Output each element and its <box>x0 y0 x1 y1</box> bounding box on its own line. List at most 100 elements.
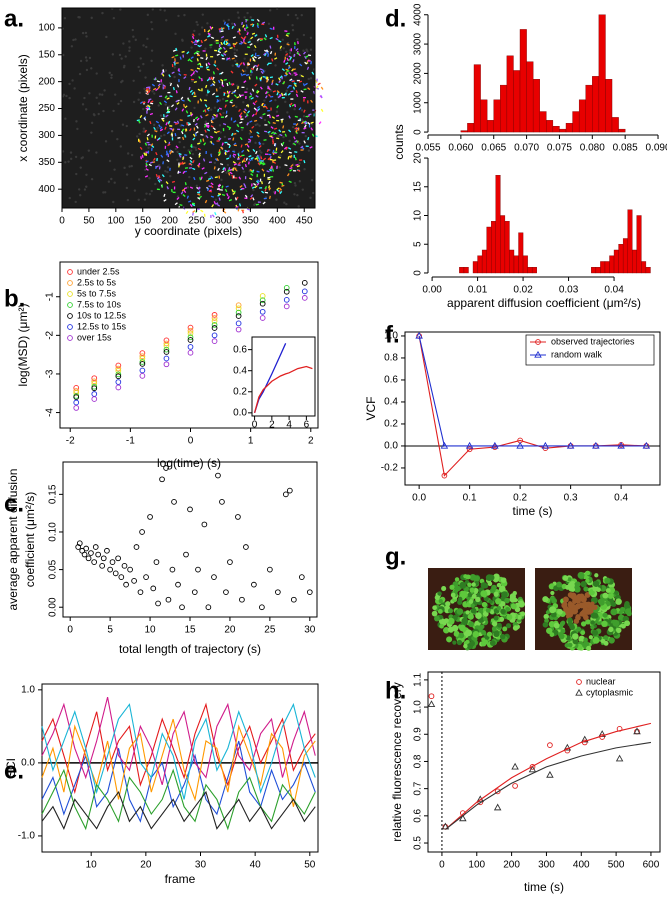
cell <box>542 596 549 603</box>
trajectory-speck <box>143 152 146 156</box>
data-point <box>91 385 98 392</box>
trajectory-speck <box>275 114 280 117</box>
data-point <box>118 574 125 580</box>
trajectory-speck <box>204 199 208 204</box>
trajectory-speck <box>272 161 277 165</box>
x-tick-label: 30 <box>195 860 207 871</box>
trajectory-speck <box>234 54 238 58</box>
y-tick-label: -1 <box>45 292 56 301</box>
data-point <box>187 330 194 337</box>
trajectory-speck <box>231 132 234 137</box>
trajectory-speck <box>276 187 280 191</box>
image-noise <box>78 16 81 19</box>
trajectory-speck <box>149 161 154 164</box>
trajectory-speck <box>256 24 260 29</box>
trajectory-speck <box>211 92 216 96</box>
trajectory-speck <box>320 86 324 90</box>
data-point <box>187 324 194 331</box>
image-noise <box>246 11 249 15</box>
data-point <box>259 300 266 307</box>
image-noise <box>300 118 304 121</box>
trajectory-speck <box>210 154 213 158</box>
trajectory-speck <box>153 126 156 131</box>
trajectory-speck <box>221 193 226 196</box>
trajectory-speck <box>280 150 284 154</box>
image-noise <box>85 68 89 72</box>
trajectory-speck <box>287 156 290 160</box>
trajectory-speck <box>190 56 194 60</box>
image-noise <box>298 162 301 165</box>
trajectory-speck <box>220 54 225 57</box>
image-noise <box>143 87 146 91</box>
trajectory-speck <box>307 121 311 125</box>
trajectory-speck <box>264 34 268 38</box>
y-tick-label: 0.4 <box>233 365 247 376</box>
trajectory-speck <box>189 59 193 63</box>
image-noise <box>145 45 148 49</box>
trajectory-speck <box>245 157 248 161</box>
trajectory-speck <box>224 104 227 108</box>
data-point <box>187 327 194 334</box>
trajectory-speck <box>210 185 214 189</box>
data-point <box>85 555 92 562</box>
image-noise <box>128 46 131 49</box>
data-point <box>115 368 122 374</box>
histogram-bar <box>522 255 528 274</box>
image-noise <box>121 79 124 83</box>
cell <box>473 588 479 594</box>
trajectory-speck <box>226 125 231 129</box>
x-tick-label: 0 <box>439 860 445 871</box>
data-point <box>191 589 198 596</box>
cell <box>585 601 592 608</box>
trajectory-speck <box>197 142 201 145</box>
cell <box>563 605 569 612</box>
trajectory-speck <box>164 95 168 99</box>
trajectory-speck <box>167 143 171 147</box>
image-noise <box>87 149 91 152</box>
trajectory-speck <box>250 67 255 71</box>
trajectory-speck <box>303 109 306 113</box>
trajectory-speck <box>216 203 221 207</box>
histogram-bar <box>595 267 601 274</box>
image-noise <box>151 90 154 93</box>
trajectory-speck <box>241 149 245 153</box>
trajectory-speck <box>238 108 241 113</box>
cell <box>601 620 608 628</box>
data-point <box>512 783 518 789</box>
image-noise <box>95 96 98 99</box>
cell <box>439 623 444 629</box>
cell <box>588 608 594 614</box>
image-noise <box>248 132 252 135</box>
trajectory-speck <box>248 76 251 80</box>
image-noise <box>131 28 134 32</box>
data-point <box>163 342 170 349</box>
trajectory-speck <box>224 188 228 193</box>
trajectory-speck <box>185 110 189 114</box>
image-noise <box>277 134 280 138</box>
trajectory-speck <box>270 95 274 98</box>
cell <box>496 605 502 611</box>
cell <box>454 585 461 592</box>
cell <box>558 633 565 640</box>
trajectory-speck <box>284 53 289 57</box>
trajectory-speck <box>210 120 214 124</box>
image-noise <box>309 196 312 200</box>
data-point <box>143 574 149 580</box>
trajectory-speck <box>158 175 161 179</box>
trajectory-speck <box>260 161 263 165</box>
trajectory-speck <box>295 48 299 52</box>
data-point <box>115 555 121 562</box>
trajectory-speck <box>190 40 194 44</box>
y-axis-title: log(MSD) (μm²) <box>16 304 30 387</box>
trajectory-speck <box>269 45 272 49</box>
trajectory-speck <box>162 161 165 165</box>
data-point <box>163 340 170 347</box>
image-noise <box>169 174 172 178</box>
cell <box>490 609 495 615</box>
image-noise <box>310 179 314 182</box>
trajectory-speck <box>278 79 282 84</box>
x-tick-label: 5 <box>107 625 113 636</box>
image-noise <box>186 186 190 189</box>
trajectory-speck <box>187 123 191 126</box>
image-noise <box>244 69 247 73</box>
